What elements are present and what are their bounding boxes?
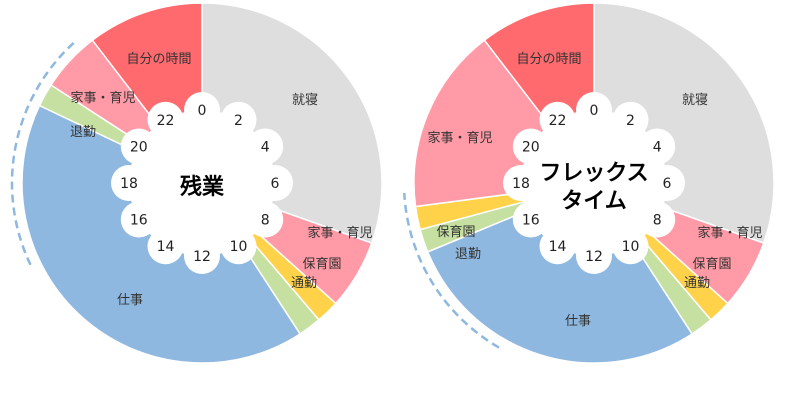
hour-tick-20: 20 xyxy=(522,140,540,156)
hour-tick-6: 6 xyxy=(271,176,280,192)
slice-label-personal-time: 自分の時間 xyxy=(126,52,191,67)
chart-flextime-dashed-arc xyxy=(403,192,500,349)
hour-tick-16: 16 xyxy=(130,213,148,229)
chart-overtime-title: 残業 xyxy=(180,174,225,200)
slice-label-work: 仕事 xyxy=(565,314,591,329)
slice-label-leave-work: 退勤 xyxy=(455,247,481,262)
hour-tick-10: 10 xyxy=(230,239,248,255)
hour-tick-22: 22 xyxy=(157,113,175,129)
hour-tick-12: 12 xyxy=(193,249,211,265)
hour-tick-22: 22 xyxy=(549,113,567,129)
chart-flextime-clock-face xyxy=(503,92,685,274)
slice-label-nursery-drop: 保育園 xyxy=(302,256,341,272)
slice-label-evening-housework: 家事・育児 xyxy=(427,130,492,146)
hour-tick-18: 18 xyxy=(512,176,530,192)
chart-flextime: 0 2 4 6 8 10 12 14 16 18 20 22 就寝 家事・育児 保育園 通勤 仕事 退… xyxy=(403,2,775,364)
slice-label-personal-time: 自分の時間 xyxy=(516,52,581,67)
hour-tick-12: 12 xyxy=(585,249,603,265)
slice-label-commute: 通勤 xyxy=(291,276,317,291)
hour-tick-2: 2 xyxy=(626,113,635,129)
slice-4 xyxy=(426,182,694,364)
slice-label-nursery-drop: 保育園 xyxy=(692,256,731,272)
chart-overtime-clock-face xyxy=(111,92,293,274)
slice-label-sleep: 就寝 xyxy=(682,92,708,108)
slice-label-leave-work: 退勤 xyxy=(70,125,96,140)
title-line-1: タイム xyxy=(561,189,627,214)
hour-tick-0: 0 xyxy=(590,103,599,119)
slice-label-morning-housework: 家事・育児 xyxy=(307,225,372,241)
title-line-0: 残業 xyxy=(180,174,225,200)
hour-tick-20: 20 xyxy=(130,140,148,156)
slice-label-sleep: 就寝 xyxy=(292,92,318,108)
chart-flextime-hour-labels: 0 2 4 6 8 10 12 14 16 18 20 22 xyxy=(512,103,671,265)
hour-tick-4: 4 xyxy=(653,140,662,156)
chart-overtime: 0 2 4 6 8 10 12 14 16 18 20 22 就寝 家事・育児 保育園 通勤 仕事 退… xyxy=(10,2,383,364)
hour-tick-8: 8 xyxy=(653,213,662,229)
hour-tick-14: 14 xyxy=(549,239,567,255)
hour-tick-4: 4 xyxy=(261,140,270,156)
hour-tick-16: 16 xyxy=(522,213,540,229)
slice-label-work: 仕事 xyxy=(117,293,143,308)
slice-label-morning-housework: 家事・育児 xyxy=(697,225,762,241)
slice-label-commute: 通勤 xyxy=(684,276,710,291)
hour-tick-6: 6 xyxy=(663,176,672,192)
chart-overtime-hour-labels: 0 2 4 6 8 10 12 14 16 18 20 22 xyxy=(120,103,279,265)
hour-tick-14: 14 xyxy=(157,239,175,255)
hour-tick-18: 18 xyxy=(120,176,138,192)
slice-label-evening-housework: 家事・育児 xyxy=(70,90,135,106)
chart-overtime-dashed-arc xyxy=(10,40,76,266)
chart-flextime-title: フレックスタイム xyxy=(539,161,648,214)
hour-tick-2: 2 xyxy=(234,113,243,129)
hour-tick-10: 10 xyxy=(622,239,640,255)
hour-tick-0: 0 xyxy=(198,103,207,119)
slice-label-nursery-pickup: 保育園 xyxy=(436,224,475,240)
title-line-0: フレックス xyxy=(539,161,648,186)
hour-tick-8: 8 xyxy=(261,213,270,229)
